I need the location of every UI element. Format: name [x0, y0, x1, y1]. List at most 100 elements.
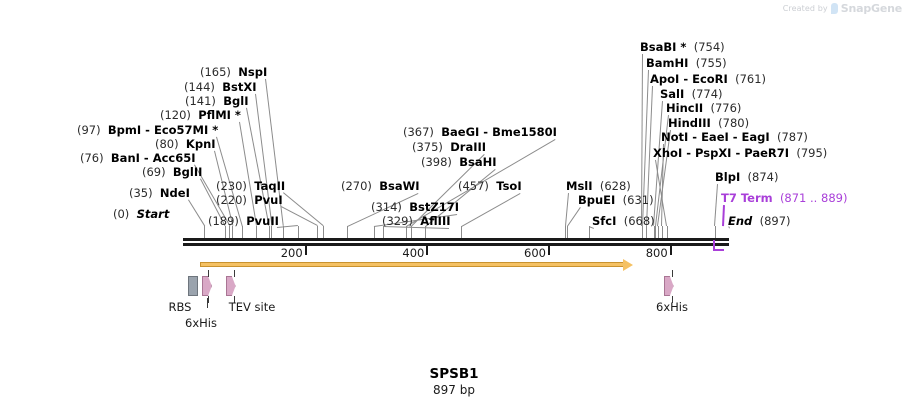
cut-site-tick — [316, 226, 318, 238]
site-position: (230) — [216, 179, 247, 193]
site-label[interactable]: BlpI (874) — [715, 171, 778, 183]
site-label[interactable]: T7 Term (871 .. 889) — [721, 192, 847, 204]
site-label[interactable]: (80) KpnI — [155, 138, 216, 150]
site-enzyme-name: BsaWI — [379, 179, 420, 193]
site-position: (329) — [382, 214, 413, 228]
site-label[interactable]: (375) DraIII — [412, 141, 486, 153]
site-label[interactable]: (329) AflIII — [382, 215, 451, 227]
cut-site-tick — [322, 226, 324, 238]
site-position: (35) — [129, 186, 153, 200]
feature-tev-site[interactable] — [225, 276, 236, 296]
cut-site-tick — [589, 226, 591, 238]
site-label[interactable]: (165) NspI — [200, 66, 267, 78]
site-label[interactable]: (0) Start — [113, 208, 169, 220]
site-position: (97) — [77, 123, 101, 137]
cut-site-tick — [204, 226, 206, 238]
watermark-prefix: Created by — [782, 4, 828, 13]
site-enzyme-name: BpuEI — [578, 193, 616, 207]
site-label[interactable]: (69) BglII — [142, 166, 202, 178]
site-enzyme-name: MslI — [566, 179, 593, 193]
ruler-tick-label: 400 — [402, 246, 425, 260]
site-position: (780) — [718, 116, 750, 130]
feature-6xhis[interactable] — [201, 276, 212, 296]
feature-rbs[interactable] — [188, 276, 199, 296]
site-enzyme-name: HincII — [666, 101, 704, 115]
site-label[interactable]: (189) PvuII — [208, 215, 279, 227]
site-label[interactable]: XhoI - PspXI - PaeR7I (795) — [653, 147, 827, 159]
site-enzyme-name: NotI - EaeI - EagI — [661, 130, 770, 144]
site-label[interactable]: (398) BsaHI — [421, 156, 497, 168]
cut-site-tick — [297, 226, 299, 238]
site-enzyme-name: PvuI — [254, 193, 283, 207]
site-label[interactable]: BpuEI (631) — [578, 194, 654, 206]
site-label[interactable]: HincII (776) — [666, 102, 741, 114]
site-label[interactable]: NotI - EaeI - EagI (787) — [661, 131, 808, 143]
site-position: (774) — [691, 87, 723, 101]
site-label[interactable]: (35) NdeI — [129, 187, 190, 199]
site-position: (398) — [421, 155, 452, 169]
site-enzyme-name: BamHI — [646, 56, 689, 70]
site-position: (367) — [403, 125, 434, 139]
site-position: (871 .. 889) — [779, 191, 848, 205]
site-enzyme-name: BstZ17I — [409, 200, 459, 214]
ruler-tick — [669, 246, 672, 255]
sequence-backbone[interactable] — [183, 238, 729, 241]
cut-site-tick — [411, 226, 413, 238]
site-label[interactable]: (144) BstXI — [184, 81, 257, 93]
cut-site-tick — [347, 226, 349, 238]
site-label[interactable]: (141) BglI — [185, 95, 248, 107]
site-enzyme-name: XhoI - PspXI - PaeR7I — [653, 146, 790, 160]
site-position: (457) — [458, 179, 489, 193]
site-position: (0) — [113, 207, 130, 221]
site-position: (165) — [200, 65, 231, 79]
orf-arrow[interactable] — [200, 259, 634, 271]
ruler-tick — [426, 246, 429, 255]
site-label[interactable]: HindIII (780) — [668, 117, 749, 129]
construct-length: 897 bp — [433, 383, 475, 397]
cut-site-tick — [566, 226, 568, 238]
site-enzyme-name: KpnI — [185, 137, 216, 151]
site-label[interactable]: (76) BanI - Acc65I — [80, 152, 196, 164]
site-label[interactable]: (97) BpmI - Eco57MI * — [77, 124, 218, 136]
cut-site-tick — [229, 226, 231, 238]
feature-label: 6xHis — [185, 316, 217, 330]
site-label[interactable]: (457) TsoI — [458, 180, 522, 192]
site-label[interactable]: (230) TaqII — [216, 180, 285, 192]
sequence-backbone-lower[interactable] — [183, 243, 729, 246]
site-position: (220) — [216, 193, 247, 207]
feature-tick — [671, 296, 673, 303]
site-label[interactable]: (314) BstZ17I — [371, 201, 459, 213]
site-label[interactable]: BamHI (755) — [646, 57, 727, 69]
site-label[interactable]: End (897) — [728, 215, 791, 227]
site-enzyme-name: BanI - Acc65I — [110, 151, 196, 165]
site-label[interactable]: (120) PflMI * — [160, 109, 241, 121]
cut-site-tick — [461, 226, 462, 238]
site-position: (270) — [341, 179, 372, 193]
watermark-brand: SnapGene — [840, 2, 902, 15]
feature-glyph-arrow — [225, 276, 236, 296]
site-label[interactable]: BsaBI * (754) — [640, 41, 725, 53]
site-label[interactable]: SalI (774) — [660, 88, 723, 100]
site-enzyme-name: ApoI - EcoRI — [650, 72, 728, 86]
site-position: (76) — [80, 151, 104, 165]
site-label[interactable]: (270) BsaWI — [341, 180, 420, 192]
feature-6xhis[interactable] — [663, 276, 674, 296]
ruler-tick — [548, 246, 550, 255]
t7-term-bracket-bar[interactable] — [712, 249, 724, 251]
site-enzyme-name: PvuII — [246, 214, 279, 228]
site-position: (189) — [208, 214, 239, 228]
site-enzyme-name: BlpI — [715, 170, 741, 184]
site-position: (754) — [693, 40, 725, 54]
feature-glyph-arrow — [201, 276, 212, 296]
site-enzyme-name: Start — [136, 207, 170, 221]
cut-site-tick — [270, 226, 272, 238]
site-position: (897) — [759, 214, 791, 228]
site-position: (795) — [796, 146, 828, 160]
site-label[interactable]: ApoI - EcoRI (761) — [650, 73, 766, 85]
site-label[interactable]: SfcI (668) — [592, 215, 655, 227]
site-enzyme-name: HindIII — [668, 116, 711, 130]
site-label[interactable]: (367) BaeGI - Bme1580I — [403, 126, 557, 138]
site-label[interactable]: (220) PvuI — [216, 194, 283, 206]
site-label[interactable]: MslI (628) — [566, 180, 631, 192]
